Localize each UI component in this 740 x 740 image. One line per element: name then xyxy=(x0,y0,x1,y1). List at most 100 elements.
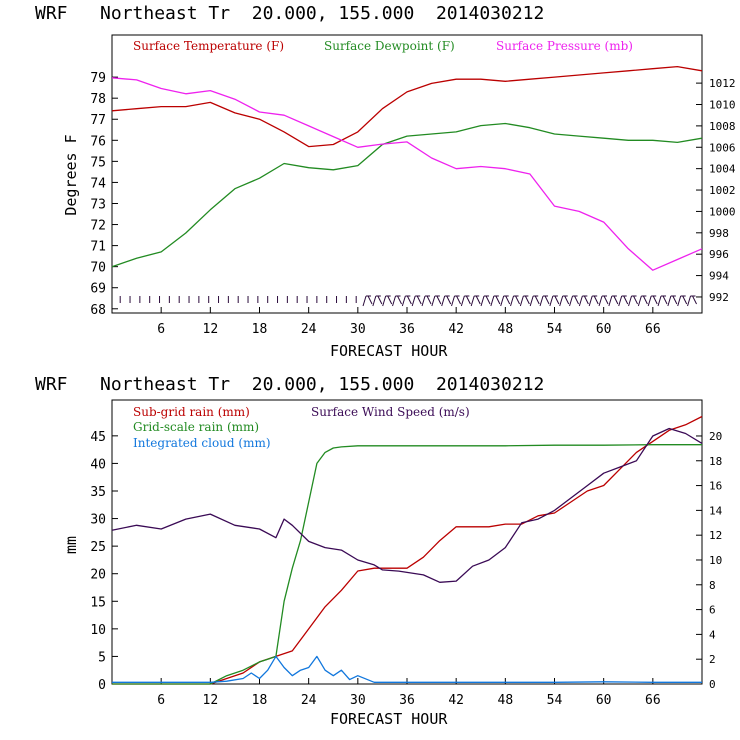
x-tick-label: 54 xyxy=(547,693,563,708)
wind-barb xyxy=(677,295,688,307)
legend-entry-surface-dewpoint: Surface Dewpoint (F) xyxy=(324,39,455,53)
wind-barb xyxy=(637,295,648,307)
x-axis-label: FORECAST HOUR xyxy=(330,342,448,360)
y-tick-label: 25 xyxy=(90,540,106,555)
plot-frame xyxy=(111,34,703,314)
wind-barb xyxy=(431,295,442,307)
x-tick-label: 30 xyxy=(350,693,366,708)
x-tick-label: 36 xyxy=(399,322,415,337)
series-line-surface-dewpoint xyxy=(111,122,703,268)
wind-barb xyxy=(480,295,491,307)
y-tick-label: 30 xyxy=(90,513,106,528)
y-tick-label: 0 xyxy=(98,678,106,693)
legend-entry-surface-wind-speed: Surface Wind Speed (m/s) xyxy=(311,405,470,419)
wind-barb xyxy=(608,295,619,307)
series-group xyxy=(111,415,703,685)
x-tick-label: 6 xyxy=(157,322,165,337)
y2-tick-label: 4 xyxy=(709,628,716,641)
wind-barb xyxy=(578,295,589,307)
y-tick-label: 10 xyxy=(90,623,106,638)
x-axis-label: FORECAST HOUR xyxy=(330,710,448,728)
wind-barb xyxy=(401,295,412,307)
x-tick-label: 6 xyxy=(157,693,165,708)
y-tick-label: 15 xyxy=(90,595,106,610)
wind-barb xyxy=(628,295,638,307)
series-line-surface-pressure xyxy=(111,77,703,271)
x-tick-label: 18 xyxy=(252,693,268,708)
series-line-grid-scale-rain xyxy=(112,444,702,685)
wind-barb xyxy=(647,295,658,307)
y-tick-label: 5 xyxy=(98,650,106,665)
series-line-integrated-cloud xyxy=(112,655,702,683)
wind-barb xyxy=(687,295,697,307)
wind-barb xyxy=(549,295,560,307)
wind-barb xyxy=(588,295,599,307)
wind-barb xyxy=(411,295,422,307)
legend: Sub-grid rain (mm)Grid-scale rain (mm) In… xyxy=(133,405,470,450)
x-tick-label: 24 xyxy=(301,322,317,337)
chart-title: WRF Northeast Tr 20.000, 155.000 2014030… xyxy=(35,374,544,395)
wind-barb xyxy=(500,295,511,307)
wind-barb xyxy=(618,295,629,307)
y-tick-label: 68 xyxy=(90,303,106,318)
y2-tick-label: 16 xyxy=(709,480,722,493)
wind-barb xyxy=(451,295,461,307)
y-tick-label: 74 xyxy=(90,176,106,191)
x-tick-label: 48 xyxy=(498,693,514,708)
y2-tick-label: 14 xyxy=(709,504,723,517)
wind-barb xyxy=(569,295,579,307)
y-tick-label: 72 xyxy=(90,219,106,234)
y-tick-label: 69 xyxy=(90,282,106,297)
wind-barb xyxy=(392,295,402,307)
x-tick-label: 30 xyxy=(350,322,366,337)
wind-barb xyxy=(529,295,540,307)
y-tick-label: 76 xyxy=(90,134,106,149)
y2-tick-label: 8 xyxy=(709,579,716,592)
y2-tick-label: 10 xyxy=(709,554,722,567)
x-tick-label: 48 xyxy=(498,322,514,337)
rain-wind-chart: WRF Northeast Tr 20.000, 155.000 2014030… xyxy=(35,374,723,728)
temperature-pressure-chart: WRF Northeast Tr 20.000, 155.000 2014030… xyxy=(35,3,736,360)
y2-tick-label: 994 xyxy=(709,270,729,283)
y2-tick-label: 1012 xyxy=(709,77,736,90)
y-axis-label: mm xyxy=(62,536,80,554)
wind-barb xyxy=(470,295,481,307)
x-tick-label: 42 xyxy=(448,693,464,708)
chart-title: WRF Northeast Tr 20.000, 155.000 2014030… xyxy=(35,3,544,24)
legend-entry-surface-pressure: Surface Pressure (mb) xyxy=(496,39,633,53)
wind-barb xyxy=(667,295,678,307)
wind-barb xyxy=(441,295,452,307)
y2-tick-label: 12 xyxy=(709,529,722,542)
x-tick-label: 66 xyxy=(645,693,661,708)
y2-tick-label: 0 xyxy=(709,678,716,691)
x-tick-label: 24 xyxy=(301,693,317,708)
y-tick-label: 75 xyxy=(90,155,106,170)
legend-entry-integrated-cloud: Integrated cloud (mm) xyxy=(133,436,271,450)
y-axis-label: Degrees F xyxy=(62,134,80,215)
wind-barb xyxy=(510,295,520,307)
wind-barb xyxy=(460,295,471,307)
y2-tick-label: 1010 xyxy=(709,99,736,112)
x-tick-label: 12 xyxy=(203,322,219,337)
x-tick-label: 54 xyxy=(547,322,563,337)
y-tick-label: 35 xyxy=(90,485,106,500)
y2-tick-label: 6 xyxy=(709,604,716,617)
y-tick-label: 79 xyxy=(90,71,106,86)
y2-tick-label: 20 xyxy=(709,430,722,443)
series-group xyxy=(111,65,703,271)
y-tick-label: 73 xyxy=(90,197,106,212)
y2-tick-label: 996 xyxy=(709,248,729,261)
series-line-surface-wind-speed xyxy=(111,427,703,583)
y2-tick-label: 1006 xyxy=(709,141,736,154)
wind-barb xyxy=(657,295,668,307)
y2-tick-label: 1000 xyxy=(709,205,736,218)
wind-barb xyxy=(539,295,550,307)
series-line-surface-temperature xyxy=(111,65,703,148)
legend: Surface Temperature (F) Surface Dewpoint … xyxy=(133,39,633,53)
wind-barb xyxy=(362,295,373,307)
y2-tick-label: 1008 xyxy=(709,120,736,133)
y2-tick-label: 1002 xyxy=(709,184,736,197)
wind-barb xyxy=(559,295,570,307)
wind-barb xyxy=(372,295,383,307)
